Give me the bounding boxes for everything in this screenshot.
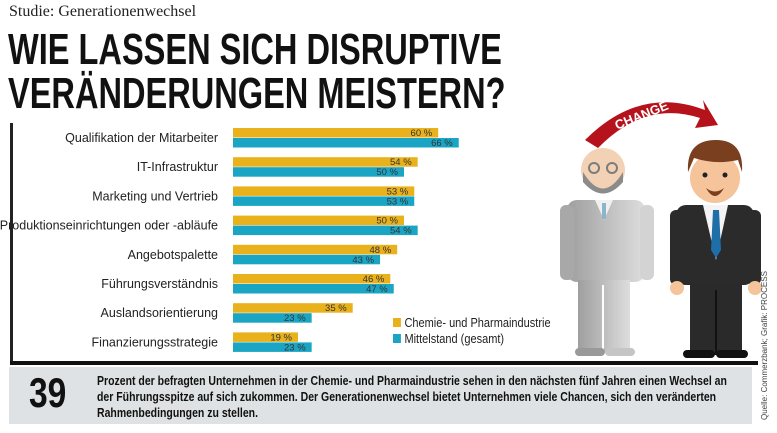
data-label: 43 % [352, 255, 374, 266]
bar-chemie [233, 274, 391, 284]
old-man-figure [560, 148, 654, 356]
bar-chemie [233, 215, 404, 226]
legend-item-chemie: Chemie- und Pharmaindustrie [393, 316, 551, 330]
data-label: 53 % [387, 186, 409, 197]
bar-mittelstand [233, 196, 415, 206]
data-label: 23 % [284, 342, 306, 353]
category-label: Auslandsorientierung [101, 306, 218, 320]
legend-item-mittelstand: Mittelstand (gesamt) [393, 332, 504, 346]
bar-mittelstand [233, 254, 381, 265]
change-arrow-icon: CHANGE [585, 98, 718, 148]
data-label: 23 % [284, 313, 306, 324]
data-label: 54 % [390, 157, 412, 168]
kicker: Studie: Generationenwechsel [9, 3, 197, 20]
title-line-1: WIE LASSEN SICH DISRUPTIVE [8, 25, 502, 74]
bar-chemie [233, 157, 418, 167]
data-label: 35 % [325, 303, 347, 314]
data-label: 54 % [390, 226, 412, 237]
data-label: 50 % [376, 216, 398, 227]
title-line-2: VERÄNDERUNGEN MEISTERN? [8, 69, 506, 118]
data-label: 66 % [431, 138, 453, 149]
data-label: 47 % [366, 284, 388, 295]
data-label: 53 % [387, 196, 409, 207]
bar-chemie [233, 303, 353, 313]
key-fact-box: 39 Prozent der befragten Unternehmen in … [9, 367, 752, 424]
key-fact-text: Prozent der befragten Unternehmen in der… [97, 374, 727, 420]
category-label: Qualifikation der Mitarbeiter [65, 131, 218, 145]
axis-line [10, 123, 13, 363]
bar-chemie [233, 186, 415, 196]
legend-label: Chemie- und Pharmaindustrie [404, 316, 551, 330]
bar-chemie [233, 332, 298, 342]
baseline-divider [10, 361, 758, 365]
category-label: Finanzierungsstrategie [92, 335, 219, 349]
category-label: IT-Infrastruktur [137, 160, 218, 174]
data-label: 46 % [363, 274, 385, 285]
category-label: Produktionseinrichtungen oder -abläufe [0, 219, 218, 233]
legend-label: Mittelstand (gesamt) [404, 332, 505, 346]
category-label: Marketing und Vertrieb [92, 189, 218, 203]
bar-mittelstand [233, 167, 404, 177]
category-label: Angebotspalette [128, 248, 218, 262]
bar-mittelstand [233, 284, 394, 294]
legend-swatch [393, 318, 401, 327]
legend-swatch [393, 334, 401, 343]
data-label: 50 % [376, 167, 398, 178]
data-label: 60 % [411, 128, 433, 139]
arrow-text: CHANGE [613, 98, 671, 133]
key-fact-number: 39 [29, 369, 67, 416]
bar-mittelstand [233, 313, 312, 323]
source-credit: Quelle: Commerzbank; Grafik: PROCESS [760, 271, 769, 420]
bar-mittelstand [233, 138, 459, 148]
data-label: 48 % [370, 245, 392, 256]
category-label: Führungsverständnis [101, 277, 218, 291]
bar-chemie [233, 244, 398, 255]
bar-mittelstand [233, 342, 312, 352]
young-man-figure [670, 140, 762, 358]
bar-chemie [233, 128, 439, 138]
bar-mittelstand [233, 225, 418, 236]
bar-chart: Qualifikation der Mitarbeiter 60 %66 % IT-… [0, 128, 459, 353]
data-label: 19 % [270, 332, 292, 343]
